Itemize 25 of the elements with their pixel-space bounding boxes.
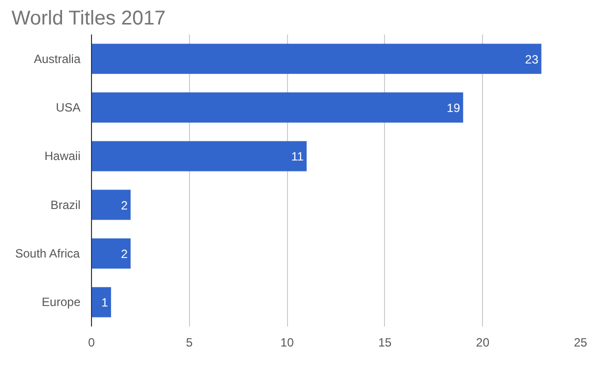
y-tick-label: Brazil bbox=[50, 198, 81, 212]
data-label: 2 bbox=[120, 247, 128, 261]
x-tick-label: 15 bbox=[378, 336, 392, 350]
data-label: 19 bbox=[446, 101, 460, 115]
x-tick-label: 25 bbox=[574, 336, 588, 350]
x-tick-label: 20 bbox=[476, 336, 490, 350]
y-tick-label: Australia bbox=[34, 52, 81, 66]
x-tick-label: 10 bbox=[280, 336, 294, 350]
data-label: 23 bbox=[525, 52, 539, 66]
bar bbox=[92, 190, 131, 220]
bar bbox=[92, 92, 464, 123]
data-label: 11 bbox=[291, 150, 304, 164]
x-tick-label: 0 bbox=[88, 336, 96, 350]
y-tick-label: South Africa bbox=[15, 246, 80, 260]
data-label: 1 bbox=[101, 296, 108, 310]
chart-title: World Titles 2017 bbox=[12, 8, 166, 30]
bar bbox=[92, 44, 542, 74]
y-tick-label: Hawaii bbox=[44, 149, 81, 164]
y-tick-label: Europe bbox=[42, 295, 81, 310]
bar bbox=[92, 141, 307, 172]
x-tick-label: 5 bbox=[186, 336, 193, 350]
y-tick-label: USA bbox=[56, 100, 81, 114]
bar bbox=[92, 238, 131, 269]
data-label: 2 bbox=[120, 198, 128, 212]
bar bbox=[92, 287, 112, 318]
